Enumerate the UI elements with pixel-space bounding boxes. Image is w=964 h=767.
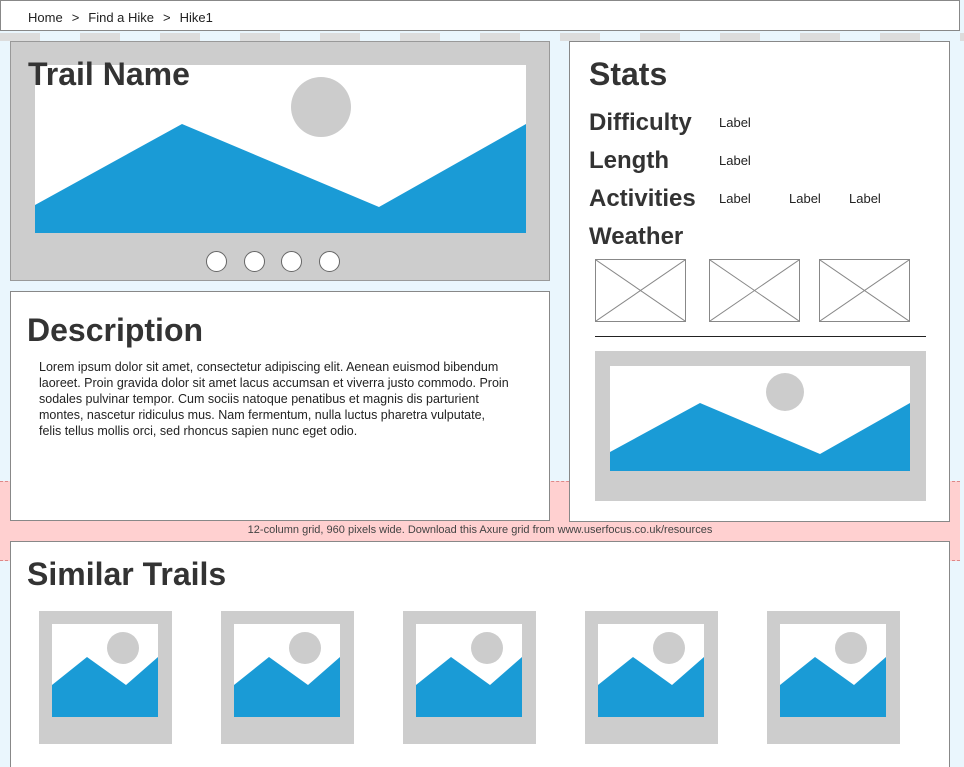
description-title: Description bbox=[27, 312, 204, 348]
weather-image-placeholder-icon bbox=[595, 259, 686, 322]
breadcrumb-separator: > bbox=[71, 10, 80, 25]
trail-name-title: Trail Name bbox=[28, 56, 190, 92]
activity-value-1: Label bbox=[719, 191, 751, 206]
image-placeholder-icon bbox=[598, 624, 704, 717]
map-image-placeholder-icon[interactable] bbox=[610, 366, 910, 471]
similar-trail-thumb-2[interactable] bbox=[221, 611, 354, 744]
image-placeholder-icon bbox=[234, 624, 340, 717]
image-placeholder-icon bbox=[416, 624, 522, 717]
breadcrumb-find-a-hike[interactable]: Find a Hike bbox=[88, 10, 155, 25]
description-text: Lorem ipsum dolor sit amet, consectetur … bbox=[39, 360, 509, 438]
similar-trail-thumb-4[interactable] bbox=[585, 611, 718, 744]
breadcrumb-current-hike[interactable]: Hike1 bbox=[179, 10, 213, 25]
stats-title: Stats bbox=[589, 56, 668, 92]
similar-trail-thumb-1[interactable] bbox=[39, 611, 172, 744]
length-label: Length bbox=[589, 147, 669, 174]
weather-image-placeholder-icon bbox=[709, 259, 800, 322]
breadcrumb: Home > Find a Hike > Hike1 bbox=[0, 0, 960, 31]
carousel-dot-4[interactable] bbox=[319, 251, 340, 272]
carousel-dot-1[interactable] bbox=[206, 251, 227, 272]
difficulty-value: Label bbox=[719, 115, 751, 130]
activity-value-3: Label bbox=[849, 191, 881, 206]
map-image-frame bbox=[595, 351, 926, 501]
image-placeholder-icon bbox=[52, 624, 158, 717]
similar-trails-title: Similar Trails bbox=[27, 556, 227, 592]
length-value: Label bbox=[719, 153, 751, 168]
carousel-dot-3[interactable] bbox=[281, 251, 302, 272]
stats-panel: Stats Difficulty Label Length Label Acti… bbox=[569, 41, 950, 522]
breadcrumb-separator: > bbox=[163, 10, 171, 25]
activities-label: Activities bbox=[589, 185, 696, 212]
activity-value-2: Label bbox=[789, 191, 821, 206]
breadcrumb-home[interactable]: Home bbox=[28, 10, 63, 25]
similar-trail-thumb-5[interactable] bbox=[767, 611, 900, 744]
weather-label: Weather bbox=[589, 223, 684, 250]
weather-image-placeholder-icon bbox=[819, 259, 910, 322]
hero-image-placeholder-icon[interactable] bbox=[35, 65, 526, 233]
hero-carousel: Trail Name bbox=[10, 41, 550, 281]
difficulty-label: Difficulty bbox=[589, 109, 692, 136]
image-placeholder-icon bbox=[780, 624, 886, 717]
grid-annotation-text: 12-column grid, 960 pixels wide. Downloa… bbox=[247, 524, 713, 536]
similar-trail-thumb-3[interactable] bbox=[403, 611, 536, 744]
description-panel: Description Lorem ipsum dolor sit amet, … bbox=[10, 291, 550, 521]
carousel-dot-2[interactable] bbox=[244, 251, 265, 272]
similar-trails-panel: Similar Trails bbox=[10, 541, 950, 767]
stats-divider bbox=[595, 336, 926, 337]
